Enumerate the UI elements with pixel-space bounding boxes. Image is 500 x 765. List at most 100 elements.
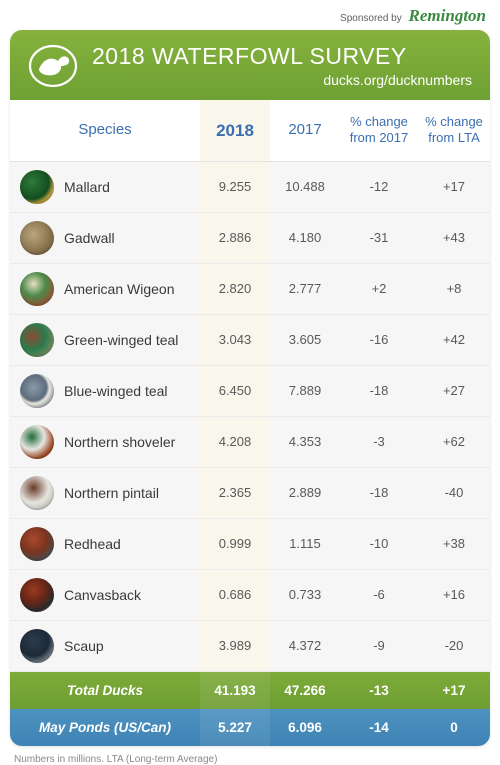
value-pct-lta: +17 bbox=[418, 162, 490, 212]
value-pct-2017: -6 bbox=[340, 570, 418, 620]
col-header-species: Species bbox=[10, 100, 200, 161]
value-pct-lta: -20 bbox=[418, 621, 490, 671]
sponsor-line: Sponsored by Remington bbox=[0, 0, 500, 30]
species-name: Scaup bbox=[64, 638, 104, 654]
col-header-2018: 2018 bbox=[200, 100, 270, 161]
page-title: 2018 WATERFOWL SURVEY bbox=[92, 44, 472, 69]
sponsor-logo: Remington bbox=[409, 6, 486, 25]
table-row: Green-winged teal3.0433.605-16+42 bbox=[10, 315, 490, 366]
col-header-pct-2017: % change from 2017 bbox=[340, 100, 418, 161]
species-cell: Redhead bbox=[10, 519, 200, 569]
species-name: American Wigeon bbox=[64, 281, 175, 297]
species-avatar-icon bbox=[20, 374, 54, 408]
species-cell: Mallard bbox=[10, 162, 200, 212]
species-cell: American Wigeon bbox=[10, 264, 200, 314]
value-pct-lta: +62 bbox=[418, 417, 490, 467]
species-avatar-icon bbox=[20, 425, 54, 459]
species-cell: Gadwall bbox=[10, 213, 200, 263]
value-2018: 2.820 bbox=[200, 264, 270, 314]
species-cell: Blue-winged teal bbox=[10, 366, 200, 416]
species-cell: Scaup bbox=[10, 621, 200, 671]
col-header-pct-lta: % change from LTA bbox=[418, 100, 490, 161]
total-ducks-2017: 47.266 bbox=[270, 672, 340, 709]
may-ponds-2017: 6.096 bbox=[270, 709, 340, 746]
species-name: Northern shoveler bbox=[64, 434, 175, 450]
species-avatar-icon bbox=[20, 476, 54, 510]
value-2018: 0.686 bbox=[200, 570, 270, 620]
value-2018: 0.999 bbox=[200, 519, 270, 569]
value-2017: 4.372 bbox=[270, 621, 340, 671]
value-pct-2017: -3 bbox=[340, 417, 418, 467]
may-ponds-pct17: -14 bbox=[340, 709, 418, 746]
value-pct-2017: -16 bbox=[340, 315, 418, 365]
table-row: Mallard9.25510.488-12+17 bbox=[10, 162, 490, 213]
value-2018: 9.255 bbox=[200, 162, 270, 212]
table-row: American Wigeon 2.8202.777+2+8 bbox=[10, 264, 490, 315]
header-text: 2018 WATERFOWL SURVEY ducks.org/ducknumb… bbox=[92, 44, 472, 87]
species-name: Canvasback bbox=[64, 587, 141, 603]
value-pct-lta: +16 bbox=[418, 570, 490, 620]
value-2018: 2.365 bbox=[200, 468, 270, 518]
value-pct-2017: -18 bbox=[340, 366, 418, 416]
col-header-2017: 2017 bbox=[270, 100, 340, 161]
value-pct-lta: +42 bbox=[418, 315, 490, 365]
may-ponds-row: May Ponds (US/Can) 5.227 6.096 -14 0 bbox=[10, 709, 490, 746]
value-2017: 7.889 bbox=[270, 366, 340, 416]
value-2017: 2.777 bbox=[270, 264, 340, 314]
value-pct-2017: -31 bbox=[340, 213, 418, 263]
species-avatar-icon bbox=[20, 578, 54, 612]
value-pct-2017: +2 bbox=[340, 264, 418, 314]
header-subtitle: ducks.org/ducknumbers bbox=[92, 72, 472, 88]
value-2017: 0.733 bbox=[270, 570, 340, 620]
total-ducks-2018: 41.193 bbox=[200, 672, 270, 709]
table-header-row: Species 2018 2017 % change from 2017 % c… bbox=[10, 100, 490, 162]
footnote: Numbers in millions. LTA (Long-term Aver… bbox=[0, 746, 500, 765]
table-row: Gadwall2.8864.180-31+43 bbox=[10, 213, 490, 264]
total-ducks-label: Total Ducks bbox=[10, 672, 200, 709]
value-2018: 2.886 bbox=[200, 213, 270, 263]
value-2018: 3.043 bbox=[200, 315, 270, 365]
value-pct-lta: +43 bbox=[418, 213, 490, 263]
value-pct-lta: +27 bbox=[418, 366, 490, 416]
value-pct-2017: -10 bbox=[340, 519, 418, 569]
ducks-unlimited-logo-icon bbox=[28, 44, 78, 88]
card-header: 2018 WATERFOWL SURVEY ducks.org/ducknumb… bbox=[10, 30, 490, 100]
value-pct-lta: +38 bbox=[418, 519, 490, 569]
species-name: Mallard bbox=[64, 179, 110, 195]
may-ponds-2018: 5.227 bbox=[200, 709, 270, 746]
table-row: Northern pintail2.3652.889-18-40 bbox=[10, 468, 490, 519]
table-row: Scaup 3.9894.372-9-20 bbox=[10, 621, 490, 672]
value-2017: 1.115 bbox=[270, 519, 340, 569]
may-ponds-lta: 0 bbox=[418, 709, 490, 746]
species-name: Northern pintail bbox=[64, 485, 159, 501]
survey-table: Species 2018 2017 % change from 2017 % c… bbox=[10, 100, 490, 746]
value-2017: 4.353 bbox=[270, 417, 340, 467]
table-row: Redhead 0.9991.115-10+38 bbox=[10, 519, 490, 570]
species-name: Green-winged teal bbox=[64, 332, 178, 348]
value-pct-2017: -18 bbox=[340, 468, 418, 518]
table-row: Blue-winged teal6.4507.889-18+27 bbox=[10, 366, 490, 417]
species-cell: Northern shoveler bbox=[10, 417, 200, 467]
species-name: Blue-winged teal bbox=[64, 383, 168, 399]
value-pct-2017: -9 bbox=[340, 621, 418, 671]
value-2018: 3.989 bbox=[200, 621, 270, 671]
survey-card: 2018 WATERFOWL SURVEY ducks.org/ducknumb… bbox=[10, 30, 490, 746]
value-2017: 2.889 bbox=[270, 468, 340, 518]
species-cell: Northern pintail bbox=[10, 468, 200, 518]
species-avatar-icon bbox=[20, 272, 54, 306]
species-cell: Green-winged teal bbox=[10, 315, 200, 365]
species-avatar-icon bbox=[20, 527, 54, 561]
value-2018: 4.208 bbox=[200, 417, 270, 467]
total-ducks-row: Total Ducks 41.193 47.266 -13 +17 bbox=[10, 672, 490, 709]
value-pct-lta: +8 bbox=[418, 264, 490, 314]
species-avatar-icon bbox=[20, 170, 54, 204]
total-ducks-lta: +17 bbox=[418, 672, 490, 709]
species-cell: Canvasback bbox=[10, 570, 200, 620]
table-row: Canvasback 0.6860.733-6+16 bbox=[10, 570, 490, 621]
table-row: Northern shoveler 4.2084.353-3+62 bbox=[10, 417, 490, 468]
may-ponds-label: May Ponds (US/Can) bbox=[10, 709, 200, 746]
table-body: Mallard9.25510.488-12+17Gadwall2.8864.18… bbox=[10, 162, 490, 672]
species-name: Gadwall bbox=[64, 230, 115, 246]
species-avatar-icon bbox=[20, 629, 54, 663]
species-name: Redhead bbox=[64, 536, 121, 552]
